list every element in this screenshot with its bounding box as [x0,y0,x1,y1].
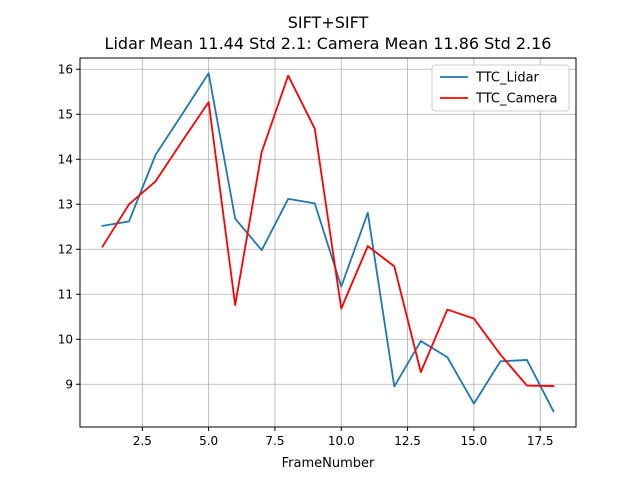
series-line-ttc-camera [101,74,555,387]
x-tick-label: 17.5 [527,434,554,448]
y-tick-label: 15 [58,107,73,121]
x-axis-label: FrameNumber [282,456,375,471]
x-tick-label: 2.5 [133,434,152,448]
y-tick-label: 9 [65,377,73,391]
y-tick-label: 13 [58,197,73,211]
legend: TTC_Lidar TTC_Camera [431,64,570,112]
y-tick-label: 10 [58,332,73,346]
grid [80,58,576,427]
series-lines [101,72,555,413]
x-tick-label: 10.0 [328,434,355,448]
x-tick-label: 15.0 [461,434,488,448]
x-tick-label: 12.5 [394,434,421,448]
y-tick-label: 14 [58,152,73,166]
chart-subtitle: Lidar Mean 11.44 Std 2.1: Camera Mean 11… [105,34,552,53]
axis-ticks: 2.5 5.0 7.5 10.0 12.5 15.0 17.5 9 10 11 12 13 14 15 16 [58,62,554,448]
y-tick-label: 12 [58,242,73,256]
chart-title: SIFT+SIFT [288,13,369,32]
x-tick-label: 7.5 [265,434,284,448]
series-line-ttc-lidar [101,72,555,413]
axes-frame [79,57,577,428]
y-tick-label: 11 [58,287,73,301]
x-tick-label: 5.0 [199,434,218,448]
y-tick-label: 16 [58,62,73,76]
legend-label-ttc-lidar: TTC_Lidar [475,71,540,86]
legend-label-ttc-camera: TTC_Camera [475,92,558,107]
